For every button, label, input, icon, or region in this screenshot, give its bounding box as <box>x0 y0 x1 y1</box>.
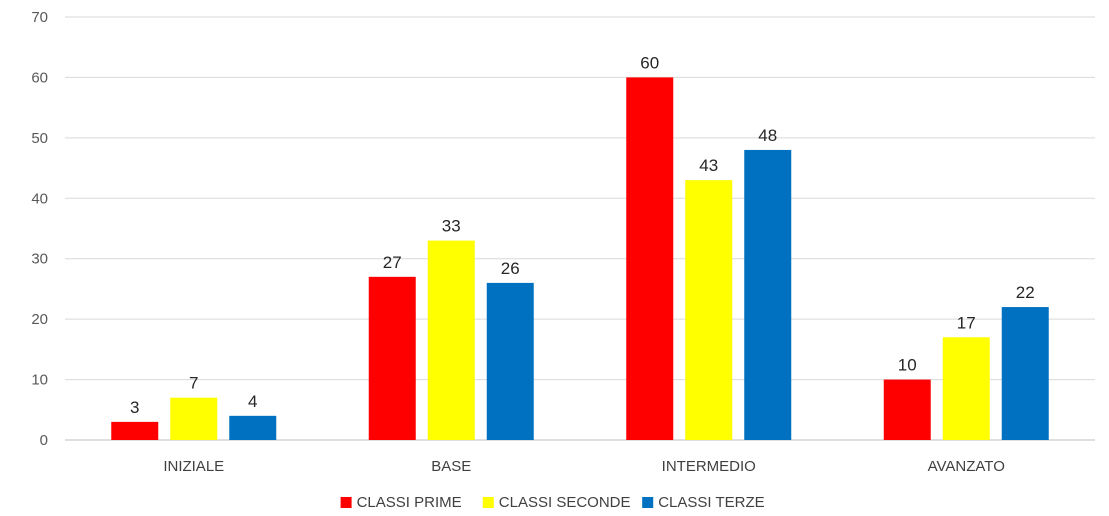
y-tick-label: 30 <box>31 251 48 268</box>
y-tick-label: 70 <box>31 9 48 26</box>
legend-label: CLASSI PRIME <box>357 494 462 511</box>
y-tick-label: 0 <box>40 432 48 449</box>
y-tick-label: 10 <box>31 372 48 389</box>
legend-swatch <box>482 497 494 508</box>
bar-classi-terze-intermedio <box>744 149 792 440</box>
legend-swatch <box>642 497 654 508</box>
bar-classi-prime-base <box>368 276 416 440</box>
gridlines <box>65 16 1095 441</box>
bar-classi-terze-base <box>486 282 534 440</box>
data-label: 48 <box>758 126 777 145</box>
data-label: 26 <box>501 259 520 278</box>
bars <box>111 77 1049 440</box>
bar-classi-seconde-iniziale <box>170 397 218 440</box>
data-label: 17 <box>957 313 976 332</box>
y-tick-label: 20 <box>31 311 48 328</box>
x-axis-categories: INIZIALE BASE INTERMEDIO AVANZATO <box>163 458 1005 475</box>
bar-classi-seconde-intermedio <box>685 180 733 440</box>
legend-label: CLASSI TERZE <box>658 494 764 511</box>
data-label: 22 <box>1016 283 1035 302</box>
data-labels: 3 7 4 27 33 26 60 43 48 10 17 22 <box>130 53 1035 416</box>
y-tick-label: 60 <box>31 69 48 86</box>
y-axis-ticks: 0 10 20 30 40 50 60 70 <box>31 9 48 449</box>
bar-classi-prime-iniziale <box>111 421 159 440</box>
x-category-label: AVANZATO <box>928 458 1005 475</box>
data-label: 3 <box>130 398 139 417</box>
legend-swatch <box>340 497 352 508</box>
data-label: 60 <box>640 53 659 72</box>
data-label: 43 <box>699 156 718 175</box>
bar-classi-seconde-base <box>427 240 475 440</box>
legend-label: CLASSI SECONDE <box>499 494 631 511</box>
bar-classi-terze-iniziale <box>229 415 277 440</box>
x-category-label: BASE <box>431 458 471 475</box>
y-tick-label: 40 <box>31 190 48 207</box>
bar-classi-terze-avanzato <box>1001 307 1049 440</box>
x-category-label: INIZIALE <box>163 458 224 475</box>
data-label: 7 <box>189 374 198 393</box>
data-label: 27 <box>383 253 402 272</box>
bar-classi-prime-avanzato <box>883 379 931 440</box>
data-label: 10 <box>898 356 917 375</box>
data-label: 33 <box>442 217 461 236</box>
y-tick-label: 50 <box>31 130 48 147</box>
bar-classi-seconde-avanzato <box>942 337 990 440</box>
legend: CLASSI PRIME CLASSI SECONDE CLASSI TERZE <box>340 494 765 511</box>
data-label: 4 <box>248 392 257 411</box>
bar-classi-prime-intermedio <box>626 77 674 440</box>
x-category-label: INTERMEDIO <box>662 458 756 475</box>
legend-item-classi-prime: CLASSI PRIME <box>340 494 462 511</box>
legend-item-classi-terze: CLASSI TERZE <box>642 494 765 511</box>
legend-item-classi-seconde: CLASSI SECONDE <box>482 494 631 511</box>
